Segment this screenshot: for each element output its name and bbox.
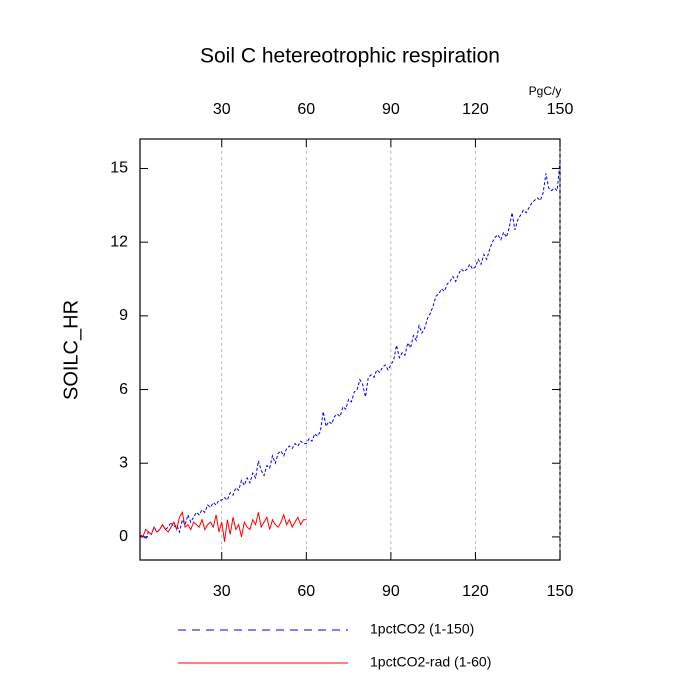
x-tick-label: 30 [213,583,231,600]
x2-tick-label: 120 [462,101,489,118]
x-tick-label: 60 [297,583,315,600]
chart-title: Soil C hetereotrophic respiration [200,45,500,68]
x2-tick-label: 150 [547,101,574,118]
y-tick-label: 0 [119,528,128,545]
series-line [139,161,561,541]
y-tick-label: 6 [119,381,128,398]
legend-label: 1pctCO2 (1-150) [370,621,474,637]
x-tick-label: 120 [462,583,489,600]
x2-tick-label: 90 [382,101,400,118]
y-axis-label: SOILC_HR [60,300,82,400]
x-tick-label: 90 [382,583,400,600]
series-line [139,510,307,542]
x2-tick-label: 30 [213,101,231,118]
x-tick-label: 150 [547,583,574,600]
y-tick-label: 3 [119,454,128,471]
y-tick-label: 15 [110,160,128,177]
y-tick-label: 12 [110,233,128,250]
legend-label: 1pctCO2-rad (1-60) [370,654,491,670]
plot-frame [139,138,561,561]
y-tick-label: 9 [119,307,128,324]
x2-tick-label: 60 [297,101,315,118]
x2-axis-label: PgC/y [529,84,562,98]
